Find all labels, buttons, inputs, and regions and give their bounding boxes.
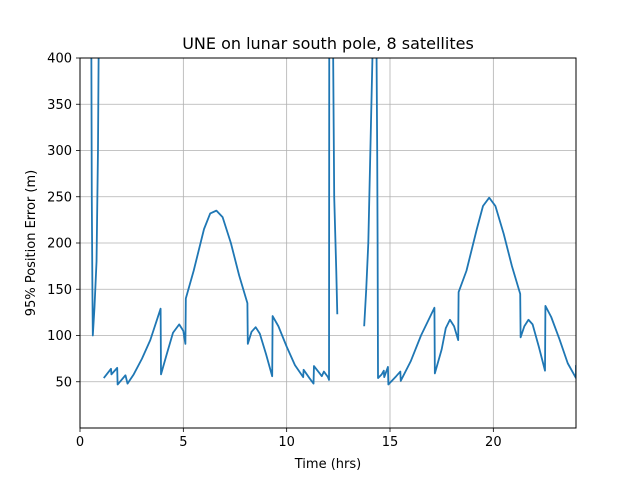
x-tick-label: 0 bbox=[76, 435, 84, 450]
x-axis-ticks: 0 5 10 15 20 bbox=[76, 428, 502, 450]
y-tick-label: 100 bbox=[47, 329, 72, 344]
y-axis-ticks: 50 100 150 200 250 300 350 400 bbox=[47, 52, 80, 390]
series-line-segment bbox=[363, 58, 374, 327]
series-line-segment bbox=[90, 58, 100, 337]
x-tick-label: 5 bbox=[179, 435, 187, 450]
series-group bbox=[90, 58, 576, 386]
y-tick-label: 250 bbox=[47, 190, 72, 205]
y-tick-label: 200 bbox=[47, 237, 72, 252]
x-tick-label: 20 bbox=[485, 435, 502, 450]
x-tick-label: 15 bbox=[382, 435, 399, 450]
y-tick-label: 300 bbox=[47, 144, 72, 159]
x-tick-label: 10 bbox=[278, 435, 295, 450]
grid-lines bbox=[79, 57, 576, 428]
y-tick-label: 350 bbox=[47, 98, 72, 113]
y-tick-label: 150 bbox=[47, 283, 72, 298]
y-axis-label: 95% Position Error (m) bbox=[24, 170, 39, 316]
series-line-segment bbox=[375, 58, 576, 386]
y-tick-label: 50 bbox=[55, 375, 72, 390]
chart-title: UNE on lunar south pole, 8 satellites bbox=[182, 34, 474, 53]
series-line-segment bbox=[103, 58, 331, 386]
plot-area bbox=[90, 58, 576, 386]
series-line-segment bbox=[332, 58, 339, 315]
x-axis-label: Time (hrs) bbox=[294, 457, 361, 472]
y-tick-label: 400 bbox=[47, 52, 72, 67]
